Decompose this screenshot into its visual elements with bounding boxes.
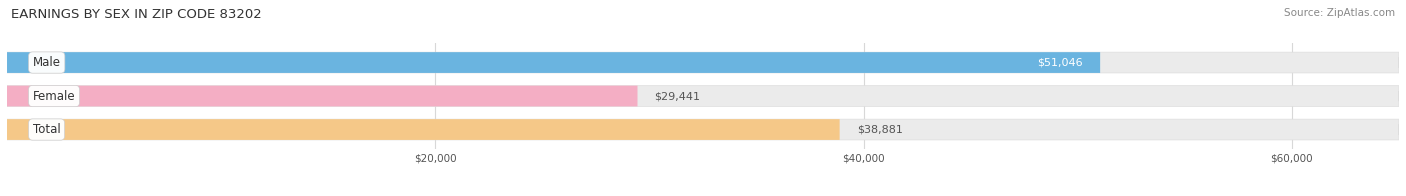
Text: $29,441: $29,441 — [655, 91, 700, 101]
Text: EARNINGS BY SEX IN ZIP CODE 83202: EARNINGS BY SEX IN ZIP CODE 83202 — [11, 8, 262, 21]
Text: Female: Female — [32, 90, 76, 103]
Text: Male: Male — [32, 56, 60, 69]
Text: $51,046: $51,046 — [1038, 58, 1083, 68]
FancyBboxPatch shape — [7, 52, 1099, 73]
Text: $38,881: $38,881 — [856, 124, 903, 134]
Text: Total: Total — [32, 123, 60, 136]
FancyBboxPatch shape — [7, 119, 1399, 140]
Text: Source: ZipAtlas.com: Source: ZipAtlas.com — [1284, 8, 1395, 18]
FancyBboxPatch shape — [7, 86, 637, 106]
FancyBboxPatch shape — [7, 52, 1399, 73]
FancyBboxPatch shape — [7, 86, 1399, 106]
FancyBboxPatch shape — [7, 119, 839, 140]
